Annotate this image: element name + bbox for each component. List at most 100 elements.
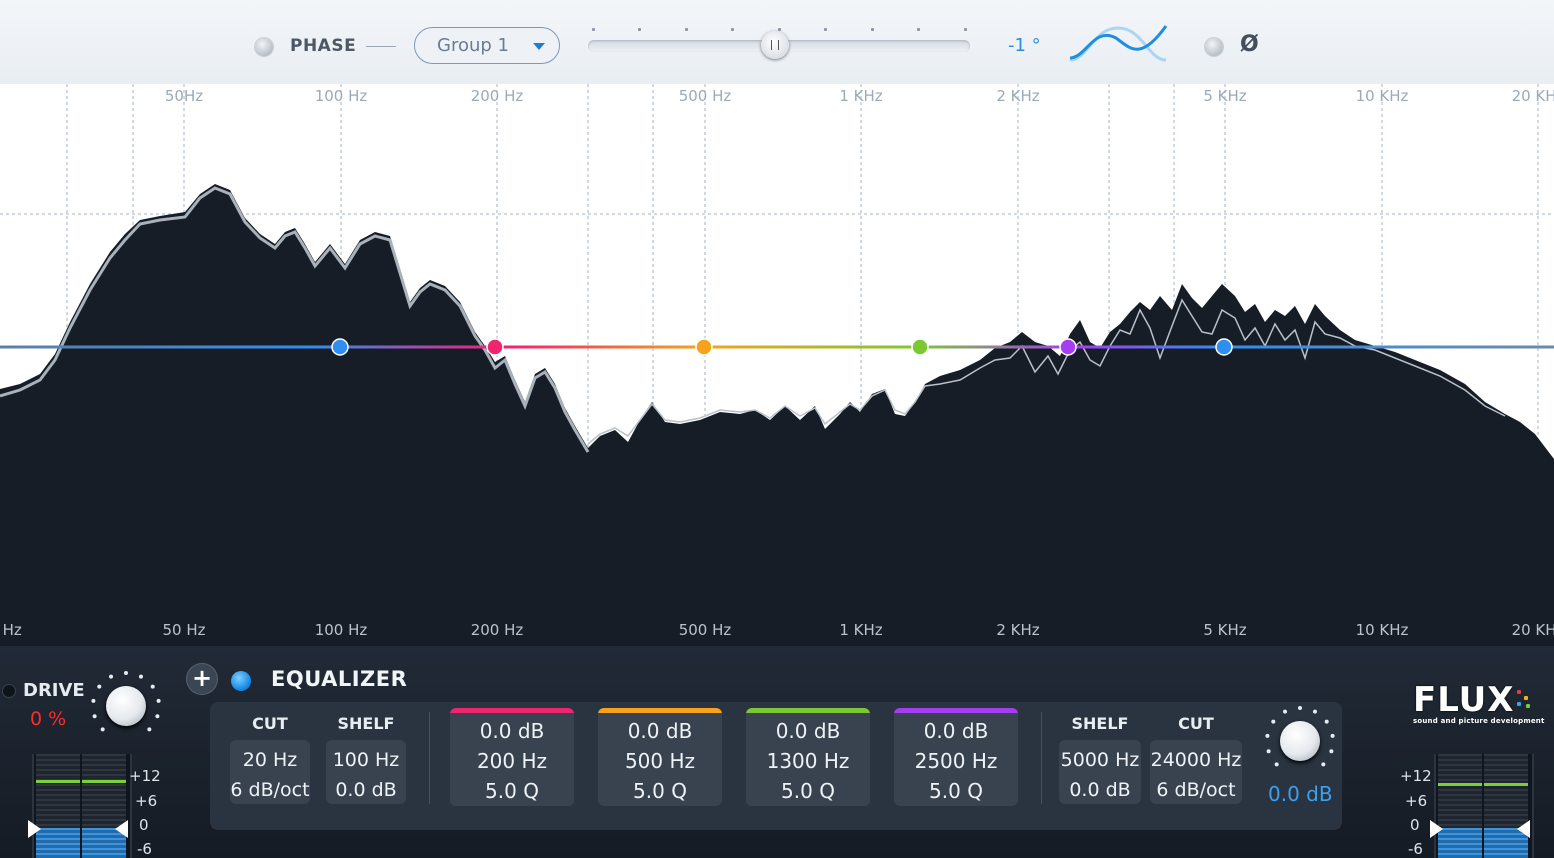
low-shelf-cell[interactable]: 100 Hz 0.0 dB [326, 740, 406, 804]
phase-invert-icon[interactable]: Ø [1240, 32, 1259, 57]
low-cut-slope[interactable]: 6 dB/oct [230, 779, 310, 801]
eq-node[interactable] [1215, 338, 1233, 356]
meter-peak [1484, 783, 1528, 786]
high-shelf-cell[interactable]: 5000 Hz 0.0 dB [1059, 740, 1141, 804]
meter-channel-right [1484, 754, 1528, 858]
band-q[interactable]: 5.0 Q [633, 779, 687, 803]
drive-value[interactable]: 0 % [30, 708, 67, 730]
panel-divider [1041, 712, 1042, 804]
low-cut-cell[interactable]: 20 Hz 6 dB/oct [230, 740, 310, 804]
high-shelf-freq[interactable]: 5000 Hz [1060, 749, 1140, 771]
knob-scale-dot [1266, 749, 1271, 754]
meter-channel-left [36, 754, 80, 858]
knob-scale-dot [1330, 733, 1335, 738]
drive-knob[interactable] [106, 686, 146, 726]
band-q[interactable]: 5.0 Q [781, 779, 835, 803]
meter-fill [36, 828, 80, 858]
output-level-handle-right[interactable] [1517, 820, 1530, 838]
phase-slider-handle[interactable] [761, 31, 790, 59]
band-color-strip [450, 708, 574, 713]
band-3[interactable]: 0.0 dB 1300 Hz 5.0 Q [746, 708, 870, 806]
freq-label-bottom: 1 KHz [839, 621, 882, 639]
spectrum-fill [0, 184, 1554, 646]
eq-node[interactable] [486, 338, 504, 356]
meter-fill [1438, 828, 1482, 858]
phase-value[interactable]: -1 ° [1008, 35, 1041, 56]
eq-node[interactable] [911, 338, 929, 356]
band-color-strip [598, 708, 722, 713]
band-q[interactable]: 5.0 Q [485, 779, 539, 803]
phase-slider[interactable] [588, 28, 970, 59]
knob-scale-dot [1265, 733, 1270, 738]
slider-tick [917, 28, 920, 31]
band-freq[interactable]: 2500 Hz [914, 749, 998, 773]
phase-invert-led[interactable] [1205, 38, 1223, 56]
band-freq[interactable]: 200 Hz [476, 749, 548, 773]
knob-scale-dot [109, 674, 114, 679]
high-shelf-gain[interactable]: 0.0 dB [1069, 779, 1131, 801]
low-shelf-header: SHELF [337, 714, 395, 733]
band-q[interactable]: 5.0 Q [929, 779, 983, 803]
high-cut-freq[interactable]: 24000 Hz [1150, 749, 1242, 771]
meter-channel-left [1438, 754, 1482, 858]
meter-scale-label: +6 [135, 792, 158, 810]
knob-scale-dot [91, 698, 96, 703]
output-gain-knob[interactable] [1280, 721, 1320, 761]
eq-node[interactable] [695, 338, 713, 356]
group-select-value: Group 1 [437, 35, 509, 56]
panel-divider [429, 712, 430, 804]
knob-scale-dot [155, 714, 160, 719]
output-level-handle-left[interactable] [1430, 820, 1443, 838]
input-meter [32, 754, 132, 858]
slider-tick [778, 28, 781, 31]
band-gain[interactable]: 0.0 dB [775, 719, 841, 743]
drive-led[interactable] [3, 685, 15, 697]
meter-scale-label: +12 [1400, 767, 1432, 785]
band-gain[interactable]: 0.0 dB [479, 719, 545, 743]
high-cut-slope[interactable]: 6 dB/oct [1156, 779, 1236, 801]
band-gain[interactable]: 0.0 dB [627, 719, 693, 743]
freq-label-bottom: 20 KHz [1512, 621, 1554, 639]
knob-scale-dot [150, 684, 155, 689]
meter-peak [36, 780, 80, 783]
knob-scale-dot [1298, 706, 1302, 710]
freq-label-top: 10 KHz [1356, 87, 1409, 105]
group-select[interactable]: Group 1 [414, 27, 560, 64]
phase-separator [366, 46, 396, 47]
low-cut-freq[interactable]: 20 Hz [242, 749, 298, 771]
phase-enable-led[interactable] [255, 38, 273, 56]
freq-label-bottom: 2 KHz [996, 621, 1039, 639]
band-gain[interactable]: 0.0 dB [923, 719, 989, 743]
eq-node[interactable] [331, 338, 349, 356]
freq-label-bottom: 0 Hz [0, 621, 22, 639]
band-freq[interactable]: 1300 Hz [766, 749, 850, 773]
spectrum-display[interactable]: 50Hz 100 Hz 200 Hz 500 Hz 1 KHz 2 KHz 5 KHz 10 … [0, 84, 1554, 646]
band-1[interactable]: 0.0 dB 200 Hz 5.0 Q [450, 708, 574, 806]
freq-label-bottom: 50 Hz [162, 621, 205, 639]
freq-label-bottom: 10 KHz [1356, 621, 1409, 639]
high-cut-cell[interactable]: 24000 Hz 6 dB/oct [1150, 740, 1242, 804]
meter-scale-label: 0 [1410, 816, 1420, 834]
gain-knob-scale [1265, 706, 1335, 767]
eq-node[interactable] [1059, 338, 1077, 356]
band-color-strip [894, 708, 1018, 713]
band-freq[interactable]: 500 Hz [624, 749, 696, 773]
slider-tick [731, 28, 734, 31]
freq-label-top: 5 KHz [1203, 87, 1246, 105]
add-band-button[interactable]: + [187, 664, 217, 694]
meter-channel-right [82, 754, 126, 858]
band-4[interactable]: 0.0 dB 2500 Hz 5.0 Q [894, 708, 1018, 806]
input-level-handle-right[interactable] [115, 820, 128, 838]
slider-tick [871, 28, 874, 31]
high-shelf-header: SHELF [1071, 714, 1129, 733]
knob-scale-dot [92, 714, 97, 719]
freq-label-bottom: 200 Hz [471, 621, 524, 639]
freq-label-bottom: 5 KHz [1203, 621, 1246, 639]
output-gain-value[interactable]: 0.0 dB [1268, 782, 1333, 806]
input-level-handle-left[interactable] [28, 820, 41, 838]
knob-scale-dot [156, 698, 161, 703]
band-2[interactable]: 0.0 dB 500 Hz 5.0 Q [598, 708, 722, 806]
low-shelf-gain[interactable]: 0.0 dB [335, 779, 397, 801]
low-shelf-freq[interactable]: 100 Hz [332, 749, 400, 771]
equalizer-enable-led[interactable] [231, 671, 251, 691]
